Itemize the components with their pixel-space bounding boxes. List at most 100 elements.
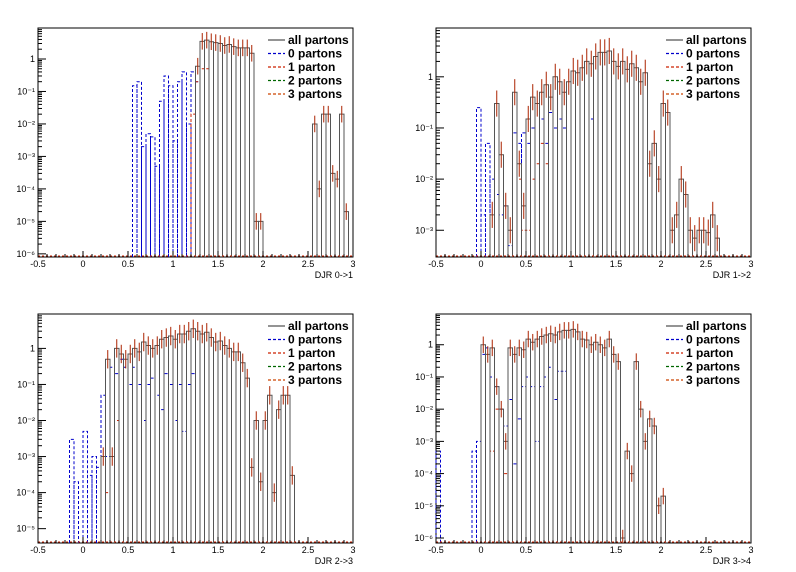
x-tick-label: 2	[260, 259, 265, 269]
y-tick-label: 10⁻⁵	[17, 216, 36, 226]
histogram-bin	[485, 347, 491, 543]
x-tick-label: 2	[260, 545, 265, 555]
x-tick-label: 0	[478, 259, 483, 269]
histogram-bin	[159, 100, 165, 257]
histogram-bin	[602, 51, 608, 257]
histogram-bin	[548, 333, 554, 543]
histogram-bin	[69, 438, 75, 543]
histogram-bin	[629, 473, 635, 543]
histogram-bin	[249, 466, 255, 543]
histogram-bin	[552, 127, 558, 257]
y-tick-label: 10⁻³	[415, 436, 433, 446]
y-tick-label: 10⁻¹	[17, 379, 35, 389]
histogram-bin	[109, 456, 115, 543]
histogram-bin	[516, 418, 522, 543]
histogram-bin	[494, 103, 500, 257]
histogram-bin	[588, 63, 594, 257]
histogram-bin	[132, 85, 138, 257]
histogram-bin	[321, 113, 327, 257]
legend-entry: 1 parton	[288, 60, 335, 74]
histogram-bin	[105, 456, 111, 543]
y-tick-label: 10⁻³	[17, 151, 35, 161]
panel-djr-3-4: -0.5 0 0.5 1 1.5 2 2.5 3 10⁻⁶ 10⁻⁵ 10⁻⁴ 10⁻³ 10⁻² 10⁻…	[398, 286, 796, 572]
legend-entry: 3 partons	[288, 373, 342, 387]
histogram-bin	[548, 112, 554, 257]
histogram-bin	[91, 456, 97, 543]
histogram-bin	[530, 127, 536, 257]
y-tick-label: 10⁻²	[17, 416, 35, 426]
histogram-bin	[561, 329, 567, 543]
histogram-bin	[539, 142, 545, 257]
legend-entry: 0 partons	[288, 47, 342, 61]
histogram-bin	[289, 474, 295, 543]
y-tick-label: 10⁻⁵	[17, 524, 36, 534]
histogram-bin	[557, 118, 563, 257]
histogram-bin	[330, 172, 336, 257]
histogram-bin	[624, 450, 630, 543]
y-tick-label: 10⁻¹	[415, 372, 433, 382]
histogram-bin	[507, 347, 513, 543]
histogram-bin	[141, 341, 147, 543]
x-tick-label: 1.5	[212, 545, 225, 555]
histogram-bin	[208, 337, 214, 543]
histogram-bin	[512, 353, 518, 543]
histogram-bin	[575, 331, 581, 543]
histogram-bin	[548, 366, 554, 543]
histogram-bin	[525, 338, 531, 543]
histogram-bin	[543, 334, 549, 543]
series-all-partons	[480, 321, 666, 543]
chart-djr-3-4: -0.5 0 0.5 1 1.5 2 2.5 3 10⁻⁶ 10⁻⁵ 10⁻⁴ 10⁻³ 10⁻² 10⁻…	[414, 313, 754, 566]
legend-entry: 0 partons	[686, 47, 740, 61]
histogram-bin	[516, 178, 522, 257]
x-tick-label: -0.5	[30, 545, 46, 555]
histogram-bin	[498, 408, 504, 543]
legend-entry: 1 parton	[686, 60, 733, 74]
histogram-bin	[476, 107, 482, 257]
histogram-bin	[606, 338, 612, 543]
histogram-bin	[507, 398, 513, 543]
x-tick-label: 2.5	[700, 545, 713, 555]
histogram-bin	[199, 333, 205, 543]
y-tick-label: 10⁻³	[17, 452, 35, 462]
legend-entry: 0 partons	[686, 333, 740, 347]
histogram-bin	[154, 345, 160, 543]
histogram-bin	[530, 96, 536, 257]
histogram-bin	[226, 43, 232, 257]
series-0-partons	[132, 71, 201, 257]
legend-entry: 2 partons	[686, 360, 740, 374]
histogram-bin	[530, 341, 536, 543]
histogram-bin	[190, 373, 196, 543]
histogram-bin	[638, 408, 644, 543]
histogram-bin	[543, 142, 549, 257]
histogram-bin	[127, 383, 133, 543]
histogram-bin	[629, 63, 635, 257]
histogram-bin	[172, 140, 178, 257]
y-tick-label: 10⁻²	[415, 404, 433, 414]
histogram-bin	[561, 127, 567, 257]
histogram-bin	[503, 473, 509, 543]
histogram-bin	[136, 81, 142, 257]
histogram-bin	[651, 425, 657, 543]
histogram-bin	[530, 386, 536, 543]
histogram-bin	[561, 370, 567, 543]
y-tick-label: 10⁻⁴	[16, 184, 35, 194]
histogram-bin	[222, 45, 228, 257]
histogram-bin	[539, 336, 545, 543]
histogram-bin	[204, 331, 210, 543]
histogram-bin	[190, 71, 196, 257]
histogram-bin	[240, 47, 246, 257]
histogram-bin	[145, 383, 151, 543]
histogram-bin	[276, 409, 282, 543]
x-axis-title: DJR 1->2	[713, 270, 751, 280]
histogram-bin	[114, 420, 120, 543]
histogram-bin	[339, 113, 345, 257]
histogram-bin	[566, 329, 572, 543]
y-tick-label: 10⁻²	[415, 174, 433, 184]
x-tick-label: 2	[658, 259, 663, 269]
histogram-bin	[226, 347, 232, 543]
x-tick-label: -0.5	[428, 545, 444, 555]
histogram-bin	[588, 344, 594, 543]
histogram-bin	[543, 163, 549, 257]
histogram-bin	[244, 377, 250, 543]
histogram-bin	[602, 347, 608, 543]
